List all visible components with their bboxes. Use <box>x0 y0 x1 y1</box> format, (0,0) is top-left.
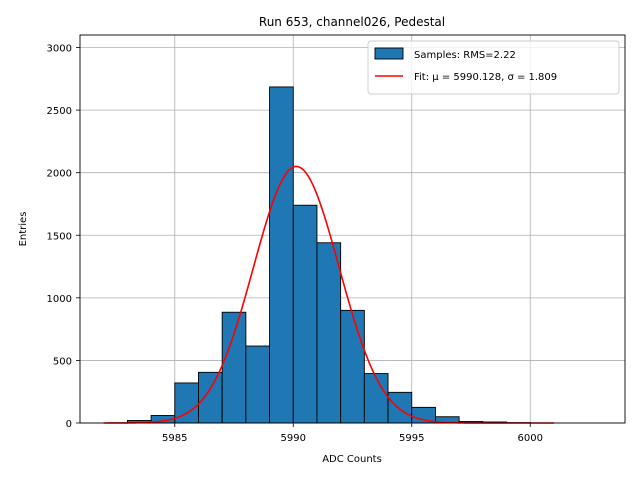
x-axis-label: ADC Counts <box>322 454 382 465</box>
y-axis-label: Entries <box>18 212 29 247</box>
x-tick-label: 5985 <box>162 433 187 444</box>
chart-title: Run 653, channel026, Pedestal <box>259 15 445 29</box>
histogram-bar <box>316 242 342 424</box>
y-tick-label: 1500 <box>47 231 72 242</box>
histogram-bar <box>221 311 247 424</box>
histogram-bar <box>245 345 271 424</box>
legend-label-fit: Fit: μ = 5990.128, σ = 1.809 <box>414 72 557 83</box>
y-tick-label: 0 <box>66 419 72 430</box>
legend: Samples: RMS=2.22 Fit: μ = 5990.128, σ =… <box>367 40 620 95</box>
histogram-bar <box>340 309 365 424</box>
legend-box <box>367 40 620 95</box>
x-tick-label: 6000 <box>517 433 542 444</box>
y-tick-label: 2500 <box>47 106 72 117</box>
histogram-bar <box>198 371 223 424</box>
x-tick-label: 5995 <box>399 433 424 444</box>
x-axis: 5985 5990 5995 6000 <box>162 423 543 444</box>
y-tick-label: 500 <box>53 356 72 367</box>
y-tick-label: 3000 <box>47 44 72 55</box>
y-tick-label: 1000 <box>47 294 72 305</box>
legend-label-samples: Samples: RMS=2.22 <box>414 50 516 61</box>
legend-swatch-samples <box>374 47 404 60</box>
histogram-bars <box>126 86 531 424</box>
y-tick-label: 2000 <box>47 169 72 180</box>
histogram-bar <box>387 391 413 424</box>
histogram-bar <box>292 204 318 424</box>
histogram-bar <box>269 86 294 424</box>
y-axis: 0 500 1000 1500 2000 2500 3000 <box>47 44 80 430</box>
plot-frame <box>79 34 626 424</box>
x-tick-label: 5990 <box>281 433 306 444</box>
histogram-bar <box>363 373 389 424</box>
